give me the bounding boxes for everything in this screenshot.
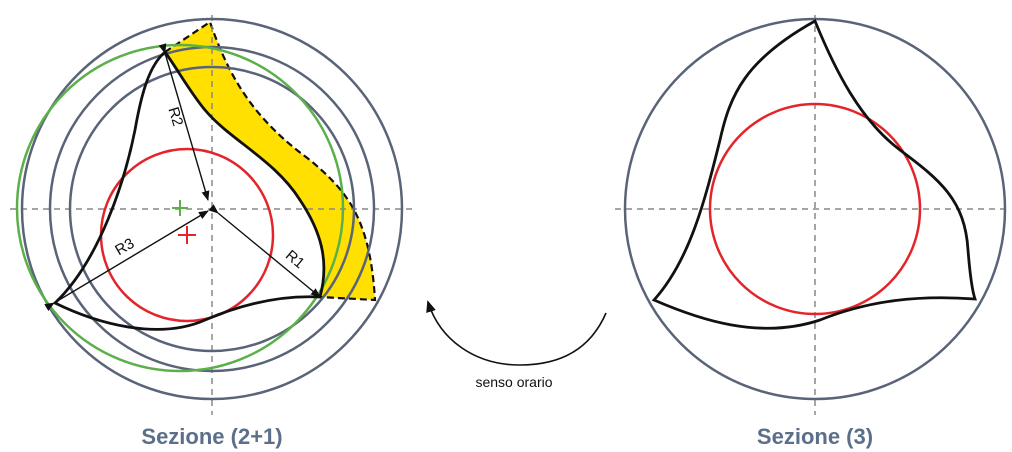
green-centre-cross (172, 200, 188, 216)
trilobe-profile-right (651, 19, 977, 330)
swept-area-dashed-edge (164, 20, 377, 302)
swept-area-highlight (165, 22, 375, 300)
red-centre-cross (178, 226, 196, 244)
left-caption: Sezione (2+1) (141, 424, 282, 449)
clockwise-arrow (426, 300, 607, 366)
right-outer-circle (623, 17, 1007, 401)
right-caption: Sezione (3) (757, 424, 873, 449)
radius-r1-arrow (208, 204, 321, 298)
right-red-inscribed-circle (708, 102, 922, 316)
radius-r3-arrow (44, 210, 209, 312)
rotation-label: senso orario (475, 374, 552, 390)
trilobe-profile-left (52, 49, 326, 331)
radius-r2-label: R2 (164, 105, 186, 128)
left-section-diagram: R2 R3 R1 Sezione (2+1) (10, 15, 415, 449)
radius-r2-arrow (158, 43, 210, 201)
right-section-diagram: Sezione (3) (615, 15, 1010, 449)
outer-circle (20, 17, 404, 401)
rotation-indicator: senso orario (426, 300, 607, 390)
inner-circle (68, 65, 356, 353)
